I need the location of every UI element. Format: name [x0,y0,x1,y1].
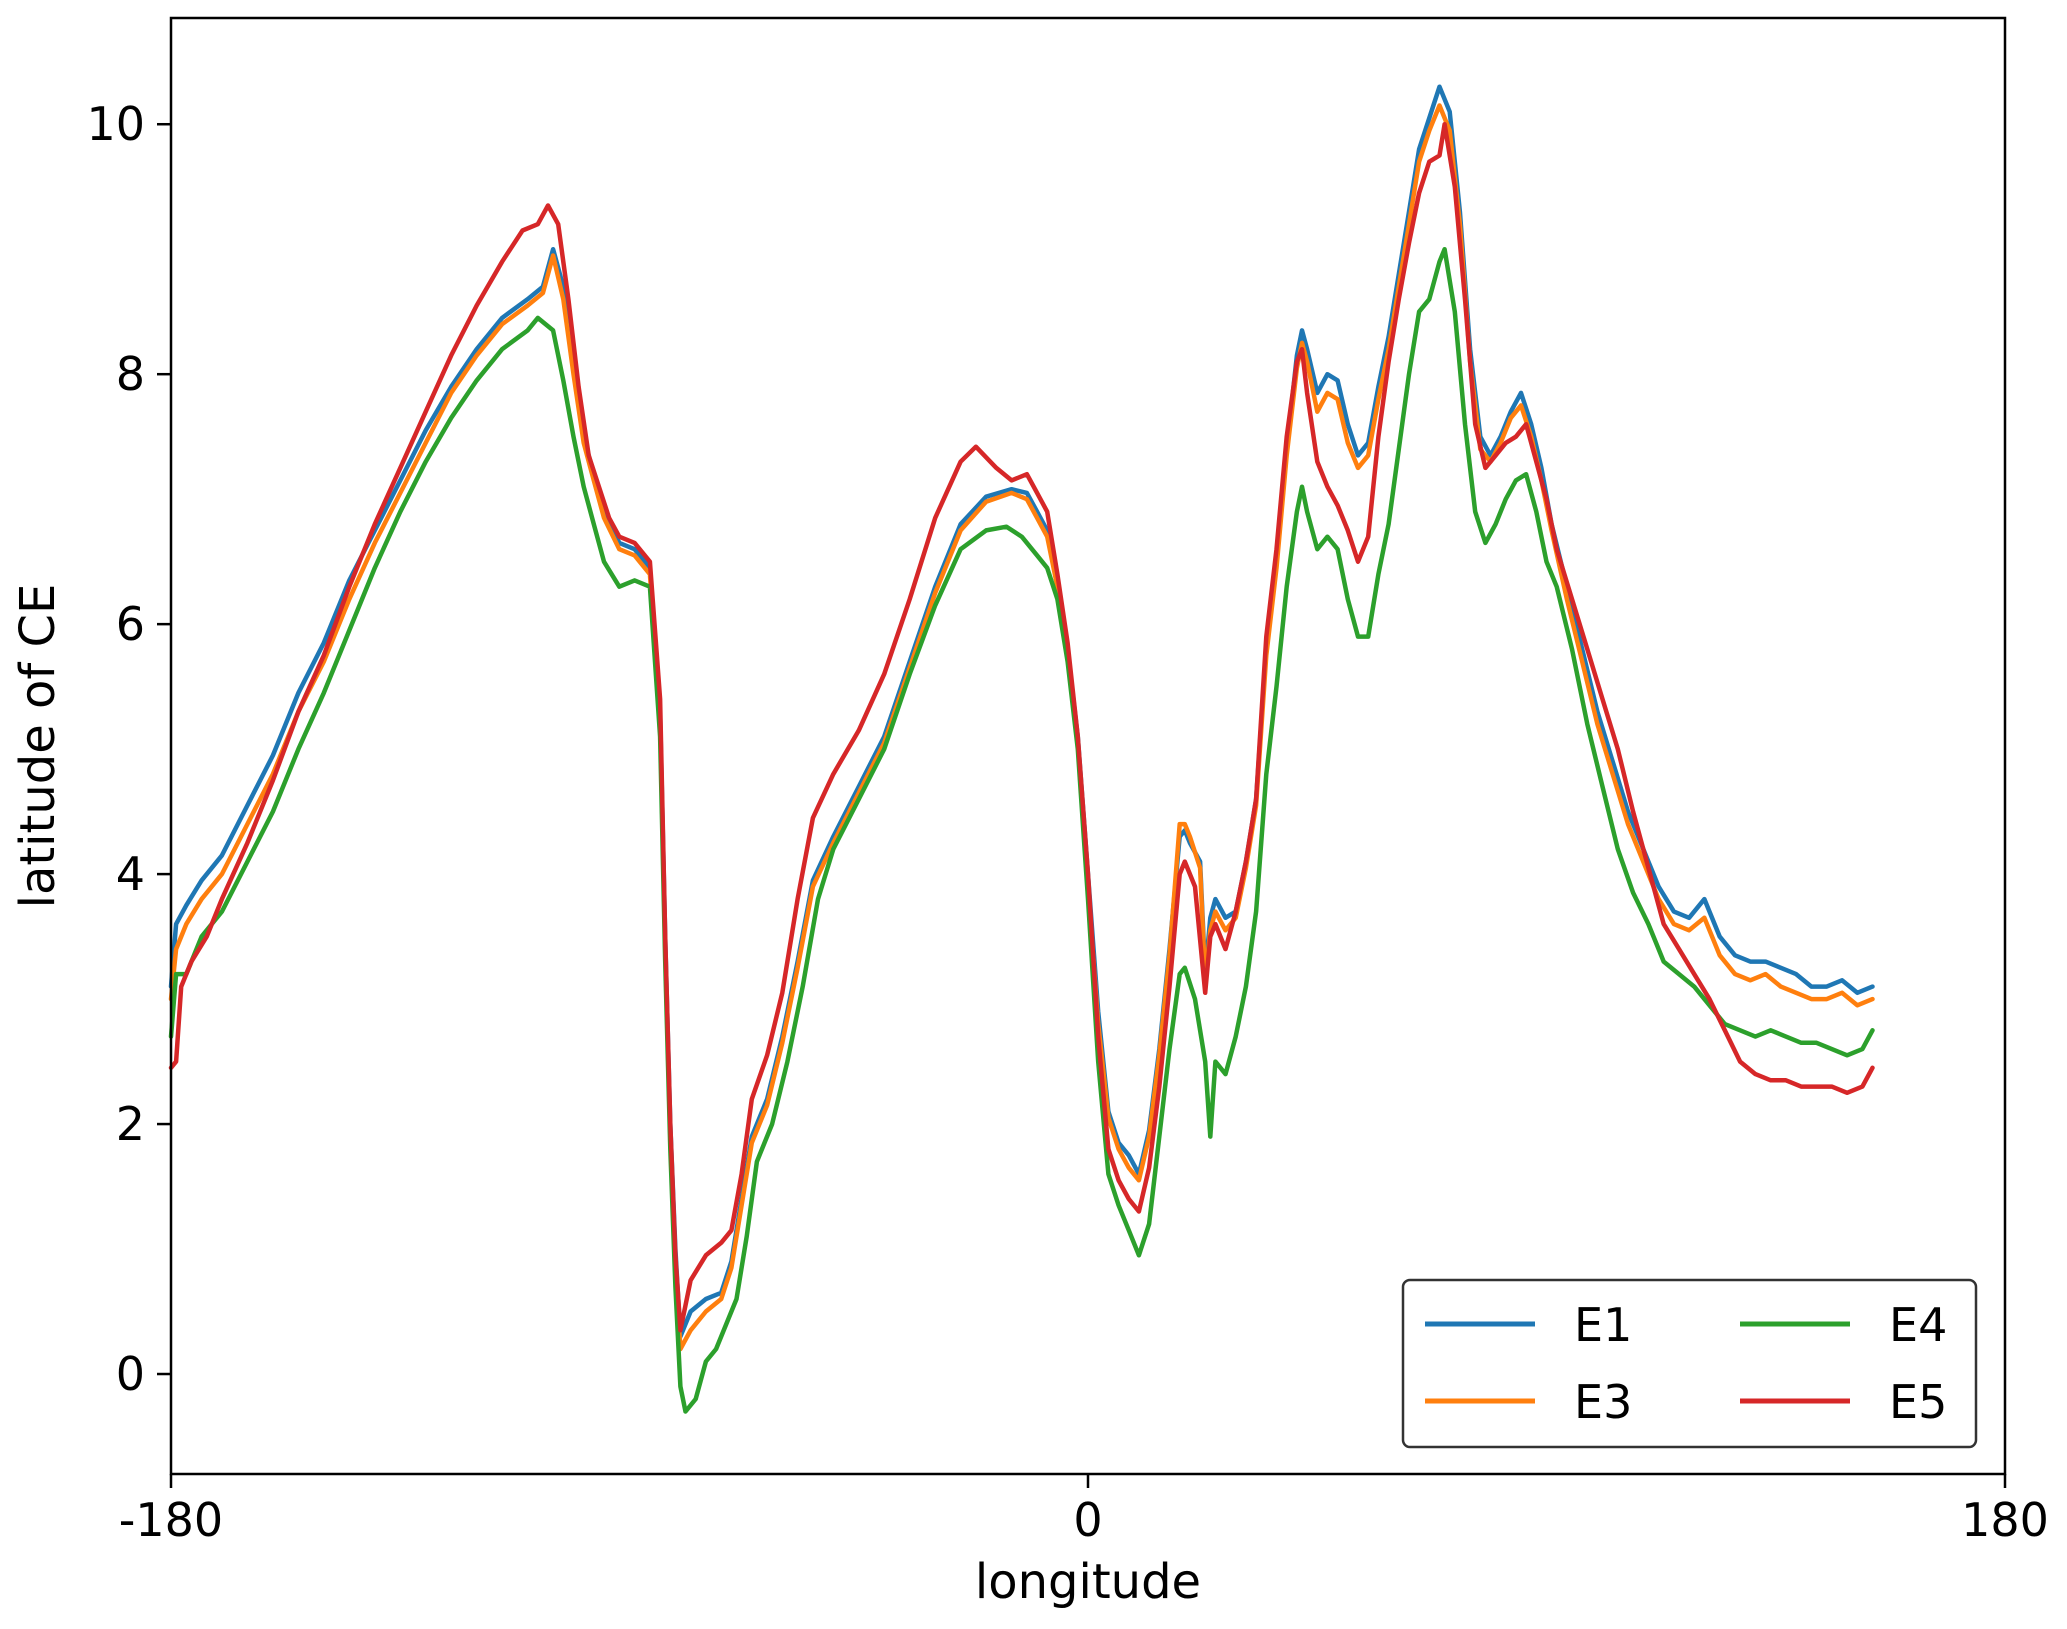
legend-label-e5: E5 [1889,1375,1947,1429]
y-tick-label: 2 [116,1097,145,1151]
x-tick-label: 180 [1961,1493,2049,1547]
x-axis-label: longitude [975,1554,1201,1610]
x-tick-label: 0 [1073,1493,1102,1547]
y-axis-label: latitude of CE [10,584,66,909]
y-tick-label: 8 [116,347,145,401]
y-tick-label: 6 [116,597,145,651]
y-axis: 0 2 4 6 8 10 [86,97,171,1401]
legend: E1 E3 E4 E5 [1401,1278,1978,1449]
y-tick-label: 0 [116,1347,145,1401]
y-tick-label: 4 [116,847,145,901]
series-line-e5 [168,121,1875,1333]
legend-label-e4: E4 [1889,1298,1947,1352]
legend-label-e1: E1 [1574,1298,1632,1352]
x-tick-label: -180 [119,1493,223,1547]
legend-label-e3: E3 [1574,1375,1632,1429]
series-line-e4 [168,246,1875,1414]
x-axis: -180 0 180 [119,1474,2049,1547]
y-tick-label: 10 [86,97,145,151]
series-layer [168,84,1875,1414]
